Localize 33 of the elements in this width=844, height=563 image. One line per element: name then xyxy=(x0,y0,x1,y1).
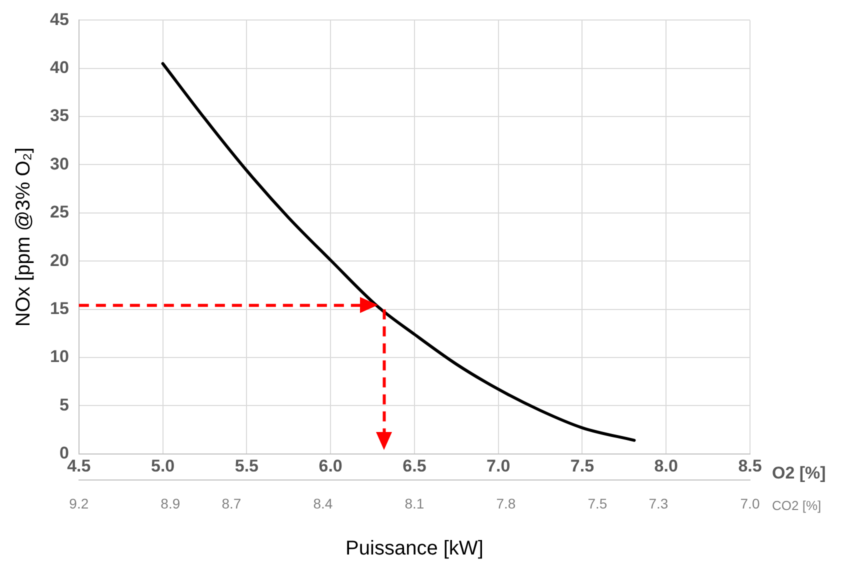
x-tick-label: 5.0 xyxy=(150,456,175,476)
x-tick-label: 5.5 xyxy=(234,456,258,476)
x-tick-label: 4.5 xyxy=(67,456,91,476)
x2-tick-label: 8.7 xyxy=(222,495,242,512)
x-tick-label: 7.0 xyxy=(486,456,510,476)
text: Puissance [kW] xyxy=(346,538,484,560)
y-tick-label: 30 xyxy=(50,154,69,174)
x-tick-label: 6.5 xyxy=(402,456,426,476)
x2-tick-label: 9.2 xyxy=(69,495,89,512)
y-tick-label: 15 xyxy=(50,298,69,318)
y-tick-label: 25 xyxy=(50,202,69,222)
x-tick-label: 6.0 xyxy=(318,456,342,476)
y-tick-label: 45 xyxy=(50,10,69,29)
y-tick-label: 5 xyxy=(59,395,69,414)
x2-axis-title: CO2 [%] xyxy=(772,498,822,513)
x2-tick-label: 7.0 xyxy=(740,495,760,512)
x2-tick-label: 8.1 xyxy=(404,495,424,512)
x2-tick-label: 7.5 xyxy=(588,495,608,512)
y-tick-label: 10 xyxy=(50,347,69,366)
x2-tick-label: 7.8 xyxy=(496,495,516,512)
y-tick-label: 0 xyxy=(59,443,69,462)
x-axis-title: O2 [%] xyxy=(772,463,826,482)
line-series xyxy=(161,62,636,442)
x2-tick-label: 8.4 xyxy=(313,495,333,512)
x2-tick-label: 7.3 xyxy=(648,495,668,512)
y-axis-title: NOx [ppm @3% O₂] xyxy=(12,147,35,327)
y-tick-label: 40 xyxy=(50,58,69,78)
x2-tick-label: 8.9 xyxy=(160,495,180,512)
x-tick-label: 8.5 xyxy=(738,456,762,476)
x-tick-label: 7.5 xyxy=(570,456,594,476)
x-tick-label: 8.0 xyxy=(654,456,678,476)
y-tick-label: 35 xyxy=(50,106,69,126)
y-tick-label: 20 xyxy=(50,250,69,270)
